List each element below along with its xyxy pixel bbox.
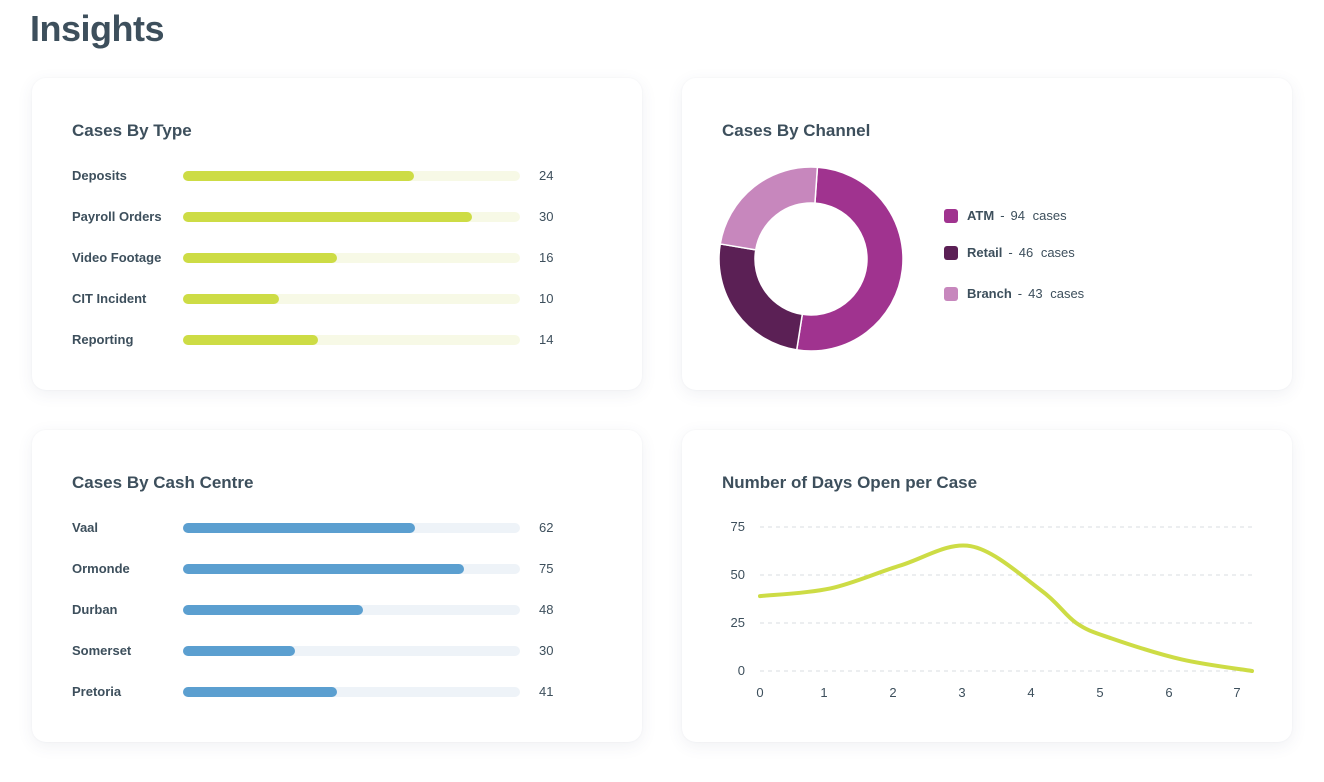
bar-track	[183, 646, 520, 656]
bar-row: Durban 48	[72, 602, 554, 617]
legend-unit: cases	[1046, 286, 1085, 301]
x-tick-label: 5	[1096, 685, 1103, 700]
bar-track	[183, 335, 520, 345]
bar-row: Deposits 24	[72, 168, 554, 183]
x-tick-label: 4	[1027, 685, 1034, 700]
y-tick-label: 50	[731, 567, 745, 582]
cases-by-cash-centre-chart: Vaal 62 Ormonde 75 Durban 48 Somerset 30 Pretori…	[72, 520, 572, 733]
days-open-line-chart: 0 25 50 75 0 1 2 3 4 5 6 7	[731, 519, 1254, 700]
y-tick-label: 25	[731, 615, 745, 630]
legend-name: ATM	[967, 208, 995, 223]
legend-name: Branch	[967, 286, 1012, 301]
cases-by-type-card: Cases By Type Deposits 24 Payroll Orders 30…	[32, 78, 642, 390]
card-title: Number of Days Open per Case	[722, 473, 978, 492]
bar-row: Ormonde 75	[72, 561, 554, 576]
legend-text: Branch -43 cases	[967, 286, 1084, 301]
legend-value: 46	[1018, 245, 1034, 260]
cases-by-type-chart: Deposits 24 Payroll Orders 30 Video Footage 1…	[72, 168, 572, 381]
donut-slice-retail	[718, 243, 804, 351]
bar	[183, 646, 296, 656]
y-tick-label: 75	[731, 519, 745, 534]
bar-row: Vaal 62	[72, 520, 554, 535]
bar-row: Pretoria 41	[72, 684, 554, 699]
bar-track	[183, 294, 520, 304]
card-title: Cases By Channel	[722, 121, 871, 140]
x-tick-label: 0	[756, 685, 763, 700]
x-tick-label: 3	[958, 685, 965, 700]
x-tick-label: 6	[1165, 685, 1172, 700]
cases-by-cash-centre-card: Cases By Cash Centre Vaal 62 Ormonde 75 Durb…	[32, 430, 642, 742]
x-tick-label: 7	[1233, 685, 1240, 700]
bar-row: Somerset 30	[72, 643, 554, 658]
legend-value: 94	[1010, 208, 1026, 223]
bar	[183, 294, 280, 304]
legend-swatch	[944, 209, 958, 223]
legend-swatch	[944, 287, 958, 301]
card-title: Cases By Type	[72, 121, 192, 140]
legend-unit: cases	[1037, 245, 1075, 260]
bar	[183, 687, 337, 697]
bar	[183, 171, 415, 181]
donut-slice-branch	[719, 166, 819, 251]
x-tick-label: 2	[889, 685, 896, 700]
bar-track	[183, 212, 520, 222]
bar-track	[183, 253, 520, 263]
y-tick-label: 0	[738, 663, 745, 678]
legend-unit: cases	[1029, 208, 1067, 223]
bar-track	[183, 687, 520, 697]
legend-name: Retail	[967, 245, 1003, 260]
bar-track	[183, 605, 520, 615]
bar	[183, 605, 363, 615]
legend-separator: -	[1000, 208, 1005, 223]
bar-row: CIT Incident 10	[72, 291, 554, 306]
bar-track	[183, 171, 520, 181]
bar-track	[183, 564, 520, 574]
bar-row: Video Footage 16	[72, 250, 554, 265]
bar	[183, 212, 472, 222]
legend-separator: -	[1017, 286, 1023, 301]
legend-swatch	[944, 246, 958, 260]
legend-text: Retail -46 cases	[967, 245, 1075, 260]
legend-text: ATM -94 cases	[967, 208, 1067, 223]
card-title: Cases By Cash Centre	[72, 473, 254, 492]
x-tick-label: 1	[820, 685, 827, 700]
bar	[183, 523, 416, 533]
legend-value: 43	[1028, 286, 1043, 301]
cases-by-channel-card: Cases By Channel ATM -94 cases Retail -46 c…	[682, 78, 1292, 390]
donut-slice-atm	[795, 166, 904, 352]
bar	[183, 564, 464, 574]
bar	[183, 335, 318, 345]
bar-track	[183, 523, 520, 533]
legend-separator: -	[1008, 245, 1013, 260]
bar-row: Reporting 14	[72, 332, 554, 347]
days-open-line	[758, 543, 1254, 673]
page-title: Insights	[30, 8, 165, 49]
days-open-card: Number of Days Open per Case 0 25 50 75 0 1 2 3…	[682, 430, 1292, 742]
channel-donut-chart	[718, 166, 904, 352]
bar-row: Payroll Orders 30	[72, 209, 554, 224]
bar	[183, 253, 338, 263]
